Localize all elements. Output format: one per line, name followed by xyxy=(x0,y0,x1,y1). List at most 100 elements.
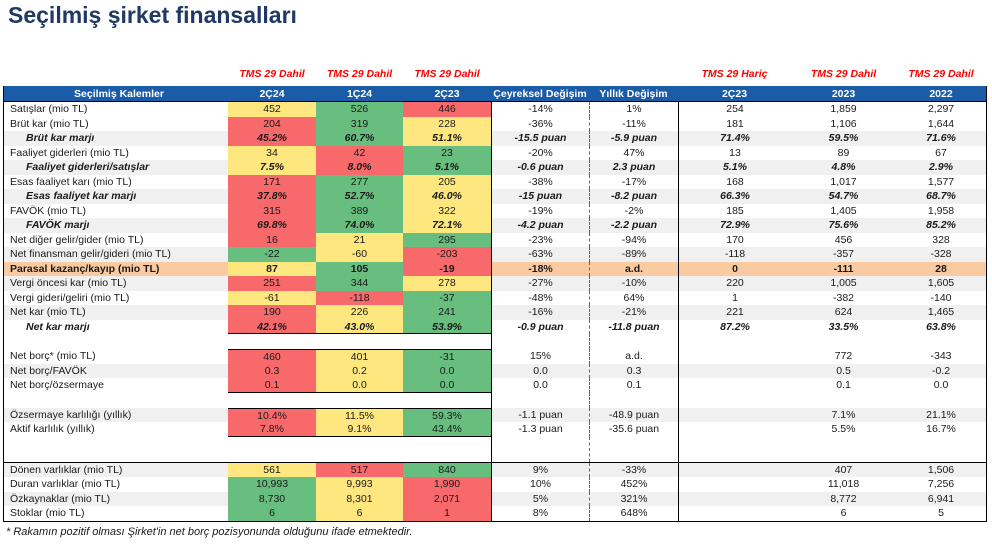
quarter-value-cell: 46.0% xyxy=(403,189,491,204)
value-cell: 220 xyxy=(678,276,791,291)
empty-cell xyxy=(791,334,896,349)
value-cell: 0.0 xyxy=(491,378,589,393)
quarter-value-cell: 315 xyxy=(228,203,316,218)
row-label: Stoklar (mio TL) xyxy=(10,507,85,519)
value-cell: a.d. xyxy=(589,349,678,364)
value-cell: 59.5% xyxy=(828,132,859,144)
quarter-value-cell: 7.5% xyxy=(228,160,316,175)
value-cell: -48% xyxy=(491,290,589,305)
quarter-value-cell: -19 xyxy=(403,261,491,276)
empty-cell xyxy=(403,393,491,408)
row-label: Net diğer gelir/gider (mio TL) xyxy=(10,233,144,246)
empty-cell xyxy=(896,437,986,462)
empty-cell xyxy=(4,437,228,462)
quarter-value-cell: 43.0% xyxy=(316,319,403,334)
value-cell: 5.1% xyxy=(678,160,791,175)
value-cell: -20% xyxy=(491,145,589,160)
quarter-value-cell: 5.1% xyxy=(403,160,491,175)
quarter-value-cell: 0.0 xyxy=(403,378,491,393)
value-cell: 1,405 xyxy=(830,204,857,217)
quarter-value-cell: 53.9% xyxy=(403,319,491,334)
quarter-value-cell: 8.0% xyxy=(316,160,403,175)
value-cell: 1% xyxy=(589,102,678,117)
row-label: Özkaynaklar (mio TL) xyxy=(10,492,111,505)
tms-label-dahil: TMS 29 Dahil xyxy=(908,68,974,80)
row-label: Brüt kar (mio TL) xyxy=(10,117,89,130)
tms-label-row: TMS 29 Dahil TMS 29 Dahil TMS 29 Dahil T… xyxy=(4,58,986,82)
tms-spacer xyxy=(4,80,228,82)
value-cell: 8% xyxy=(491,506,589,521)
value-cell: -11.8 puan xyxy=(589,319,678,334)
empty-cell xyxy=(491,436,589,462)
empty-cell xyxy=(316,393,403,408)
empty-cell xyxy=(678,392,791,408)
quarter-value-cell: -37 xyxy=(403,290,491,305)
quarter-value-cell: 446 xyxy=(403,102,491,117)
tms-label-dahil: TMS 29 Dahil xyxy=(810,68,877,80)
value-cell: 2,297 xyxy=(927,103,955,115)
quarter-value-cell: 241 xyxy=(403,305,491,320)
value-cell: -328 xyxy=(930,248,952,260)
quarter-value-cell: 87 xyxy=(228,261,316,276)
value-cell: -11% xyxy=(589,116,678,131)
quarter-value-cell: 517 xyxy=(316,462,403,477)
empty-cell xyxy=(589,392,678,408)
row-label: Vergi öncesi kar (mio TL) xyxy=(10,277,127,289)
quarter-value-cell: 171 xyxy=(228,174,316,189)
value-cell: -35.6 puan xyxy=(589,422,678,437)
value-cell: 1,644 xyxy=(927,117,955,130)
value-cell: 11,018 xyxy=(827,478,860,490)
table-row: Parasal kazanç/kayıp (mio TL) 87 105 -19 -18… xyxy=(4,261,986,276)
value-cell: 2.3 puan xyxy=(589,160,678,175)
quarter-value-cell: -60 xyxy=(316,247,403,262)
table-row: Özsermaye karlılığı (yıllık) 10.4% 11.5% 59… xyxy=(4,407,986,422)
value-cell: 28 xyxy=(935,262,947,275)
value-cell: 185 xyxy=(678,203,791,218)
value-cell: 221 xyxy=(678,305,791,320)
header-1q24: 1Ç24 xyxy=(346,88,373,100)
quarter-value-cell: 226 xyxy=(316,305,403,320)
value-cell: -0.6 puan xyxy=(491,160,589,175)
quarter-value-cell: 45.2% xyxy=(228,131,316,146)
quarter-value-cell: 34 xyxy=(228,145,316,160)
value-cell xyxy=(678,363,791,378)
value-cell: 15% xyxy=(491,349,589,364)
header-2023: 2023 xyxy=(831,88,856,100)
value-cell: -27% xyxy=(491,276,589,291)
row-label: Aktif karlılık (yıllık) xyxy=(10,423,95,435)
quarter-value-cell: 205 xyxy=(403,174,491,189)
row-label: Duran varlıklar (mio TL) xyxy=(10,478,121,490)
quarter-value-cell: 52.7% xyxy=(316,189,403,204)
quarter-value-cell: 278 xyxy=(403,276,491,291)
tms-spacer xyxy=(589,80,678,82)
quarter-value-cell: 295 xyxy=(403,232,491,247)
header-yearly-change: Yıllık Değişim xyxy=(599,88,668,100)
quarter-value-cell: 452 xyxy=(228,102,316,117)
quarter-value-cell: 228 xyxy=(403,116,491,131)
quarter-value-cell: 42 xyxy=(316,145,403,160)
quarter-value-cell: 190 xyxy=(228,305,316,320)
value-cell xyxy=(678,491,791,506)
value-cell: 75.6% xyxy=(828,219,859,231)
value-cell: 772 xyxy=(834,350,853,362)
value-cell: 8,772 xyxy=(830,492,857,505)
value-cell: 624 xyxy=(834,306,853,318)
value-cell: -0.2 xyxy=(931,364,951,377)
value-cell: -5.9 puan xyxy=(589,131,678,146)
value-cell: 66.3% xyxy=(678,189,791,204)
value-cell: 2.9% xyxy=(929,161,953,173)
value-cell: 67 xyxy=(935,146,947,159)
value-cell: -14% xyxy=(491,102,589,117)
value-cell: -15.5 puan xyxy=(491,131,589,146)
value-cell: 0.3 xyxy=(589,363,678,378)
quarter-value-cell: 2,071 xyxy=(403,491,491,506)
table-row: Net diğer gelir/gider (mio TL) 16 21 295 -23… xyxy=(4,232,986,247)
value-cell: 63.8% xyxy=(926,320,956,333)
quarter-value-cell: 319 xyxy=(316,116,403,131)
quarter-value-cell: 401 xyxy=(316,349,403,364)
value-cell: -8.2 puan xyxy=(589,189,678,204)
empty-cell xyxy=(491,392,589,408)
quarter-value-cell: 389 xyxy=(316,203,403,218)
quarter-value-cell: 460 xyxy=(228,349,316,364)
table-row: Brüt kar (mio TL) 204 319 228 -36% -11% 181 1,1… xyxy=(4,116,986,131)
